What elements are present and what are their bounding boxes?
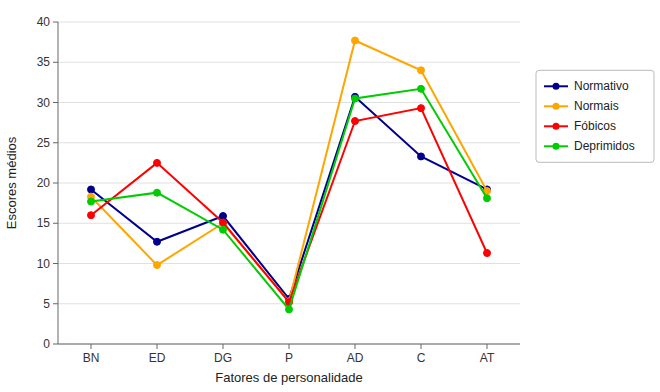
y-grid — [58, 22, 520, 344]
x-tick-label: ED — [149, 351, 166, 365]
series — [88, 37, 491, 305]
y-tick-label: 40 — [37, 15, 51, 29]
series-marker — [418, 105, 425, 112]
x-tick-label: BN — [83, 351, 100, 365]
x-tick — [223, 344, 224, 349]
series-marker — [418, 85, 425, 92]
y-tick — [53, 22, 58, 23]
series-line — [91, 108, 487, 302]
series-marker — [286, 306, 293, 313]
x-tick-label: P — [285, 351, 293, 365]
grid-line — [58, 142, 520, 143]
y-tick — [53, 223, 58, 224]
y-tick — [53, 142, 58, 143]
series-marker — [418, 153, 425, 160]
x-tick-label: DG — [214, 351, 232, 365]
y-tick-label: 35 — [37, 55, 51, 69]
legend-marker — [553, 103, 560, 110]
series-marker — [352, 37, 359, 44]
grid-line — [58, 22, 520, 23]
series-marker — [352, 95, 359, 102]
background — [0, 0, 660, 392]
y-tick-label: 5 — [43, 297, 50, 311]
series-line — [91, 41, 487, 302]
legend-marker — [553, 123, 560, 130]
x-tick — [157, 344, 158, 349]
y-tick-label: 25 — [37, 136, 51, 150]
series-marker — [154, 159, 161, 166]
series-marker — [88, 198, 95, 205]
grid-line — [58, 62, 520, 63]
series-line — [91, 89, 487, 310]
y-tick-label: 15 — [37, 216, 51, 230]
y-tick — [53, 303, 58, 304]
grid-line — [58, 183, 520, 184]
chart-svg: 0 5 10 15 20 25 30 35 40 BN ED DG P AD C AT Fatores de p… — [0, 0, 660, 392]
legend-label: Deprimidos — [574, 139, 635, 153]
y-tick — [53, 344, 58, 345]
series-marker — [154, 238, 161, 245]
legend: Normativo Normais Fóbicos Deprimidos — [536, 70, 654, 162]
y-tick — [53, 102, 58, 103]
y-tick-label: 30 — [37, 96, 51, 110]
series-marker — [88, 186, 95, 193]
series-marker — [418, 67, 425, 74]
series-marker — [484, 250, 491, 257]
x-tick — [421, 344, 422, 349]
chart-container: 0 5 10 15 20 25 30 35 40 BN ED DG P AD C AT Fatores de p… — [0, 0, 660, 392]
series — [88, 105, 491, 306]
y-tick-label: 0 — [43, 337, 50, 351]
y-axis-line — [58, 22, 59, 344]
y-tick — [53, 62, 58, 63]
legend-label: Fóbicos — [574, 119, 616, 133]
x-tick-label: AT — [480, 351, 495, 365]
grid-line — [58, 223, 520, 224]
series — [88, 93, 491, 302]
series — [88, 85, 491, 313]
legend-marker — [553, 83, 560, 90]
x-tick — [289, 344, 290, 349]
series-marker — [154, 189, 161, 196]
series-marker — [484, 195, 491, 202]
series-line — [91, 97, 487, 299]
legend-label: Normais — [574, 99, 619, 113]
y-axis-label: Escores médios — [4, 136, 19, 229]
y-tick-label: 10 — [37, 257, 51, 271]
y-tick — [53, 263, 58, 264]
legend-label: Normativo — [574, 79, 629, 93]
series-marker — [220, 219, 227, 226]
x-tick-label: C — [417, 351, 426, 365]
x-axis-label: Fatores de personalidade — [215, 370, 362, 385]
x-tick — [91, 344, 92, 349]
x-tick — [355, 344, 356, 349]
grid-line — [58, 102, 520, 103]
y-tick — [53, 183, 58, 184]
legend-marker — [553, 143, 560, 150]
series-marker — [154, 262, 161, 269]
series-marker — [352, 118, 359, 125]
series-marker — [220, 226, 227, 233]
y-axis: 0 5 10 15 20 25 30 35 40 — [37, 15, 58, 351]
x-axis: BN ED DG P AD C AT — [83, 344, 495, 365]
legend-box — [536, 70, 654, 162]
plot-marks — [88, 37, 491, 313]
x-tick-label: AD — [347, 351, 364, 365]
series-marker — [88, 212, 95, 219]
y-tick-label: 20 — [37, 176, 51, 190]
x-tick — [487, 344, 488, 349]
grid-line — [58, 263, 520, 264]
